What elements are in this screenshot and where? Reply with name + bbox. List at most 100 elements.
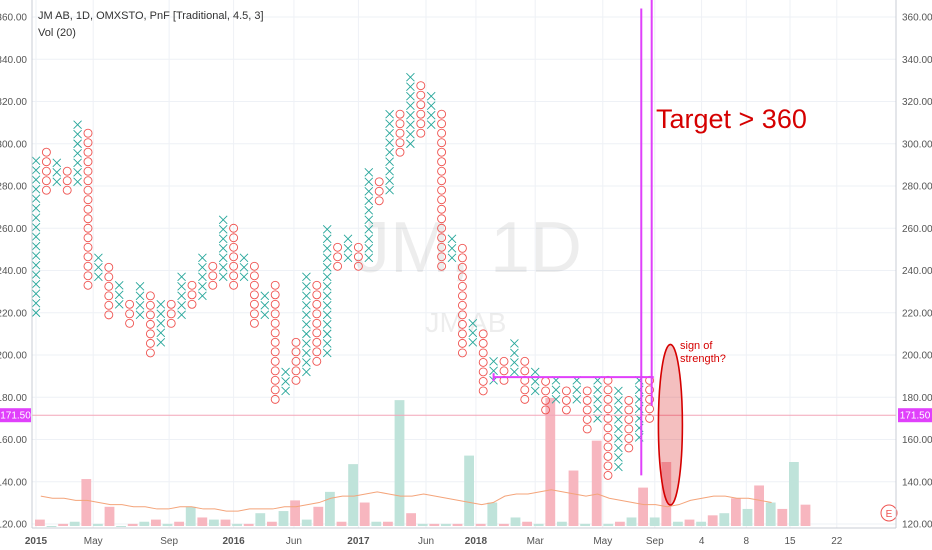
y-tick-label-left: 220.00 [0, 308, 27, 319]
x-tick-label: 4 [699, 536, 705, 547]
volume-bar [313, 506, 324, 526]
pnf-o-mark [270, 347, 280, 357]
pnf-o-mark [270, 356, 280, 366]
pnf-o-mark [437, 119, 447, 129]
pnf-x-column [135, 282, 145, 320]
volume-bar [243, 523, 254, 526]
pnf-x-mark [364, 186, 374, 196]
pnf-x-mark [385, 109, 394, 119]
pnf-x-mark [322, 291, 332, 301]
y-tick-label-right: 300.00 [902, 139, 932, 150]
pnf-o-mark [437, 138, 447, 148]
pnf-x-mark [198, 253, 207, 263]
pnf-o-mark [83, 242, 93, 252]
volume-bar [777, 508, 788, 526]
pnf-o-mark [603, 442, 613, 452]
pnf-x-mark [322, 310, 332, 320]
pnf-x-mark [530, 367, 540, 377]
volume-bar [603, 523, 614, 526]
x-tick-label: Jun [286, 536, 302, 547]
pnf-o-mark [104, 291, 114, 301]
x-tick-label: Sep [646, 536, 664, 547]
x-tick-label: 2017 [347, 536, 370, 547]
pnf-o-mark [270, 309, 280, 319]
pnf-x-mark [385, 138, 394, 148]
pnf-x-mark [364, 215, 374, 225]
pnf-x-mark [31, 194, 41, 203]
pnf-o-mark [104, 272, 114, 282]
pnf-o-mark [125, 318, 135, 328]
pnf-x-mark [572, 385, 582, 395]
pnf-x-column [177, 272, 186, 320]
pnf-o-mark [437, 233, 447, 243]
pnf-x-mark [281, 386, 290, 396]
pnf-o-mark [457, 319, 467, 329]
pnf-o-mark [249, 290, 259, 300]
pnf-o-mark [437, 261, 447, 271]
pnf-x-mark [364, 196, 374, 206]
pnf-o-column [478, 329, 488, 396]
pnf-o-mark [457, 272, 467, 282]
pnf-x-mark [426, 110, 436, 120]
price-badge-right [898, 408, 932, 423]
pnf-o-column [603, 375, 613, 480]
pnf-x-mark [239, 253, 249, 263]
pnf-o-mark [312, 356, 322, 366]
pnf-x-mark [177, 272, 186, 282]
x-tick-label: 8 [744, 536, 750, 547]
volume-bar [452, 523, 463, 526]
pnf-x-mark [406, 110, 415, 120]
pnf-x-mark [177, 291, 186, 301]
pnf-o-mark [457, 253, 467, 263]
pnf-o-mark [457, 243, 467, 253]
pnf-x-mark [322, 282, 332, 291]
pnf-o-mark [312, 309, 322, 319]
header-layer: JM AB, 1D, OMXSTO, PnF [Traditional, 4.5… [38, 10, 264, 39]
annotation-layer: 171.50 171.50 Target > 360 sign ofstrength?… [0, 0, 932, 522]
pnf-o-mark [582, 424, 592, 434]
pnf-o-column [520, 356, 530, 404]
pnf-o-mark [478, 338, 488, 348]
pnf-o-column [624, 395, 634, 453]
pnf-x-column [614, 386, 623, 472]
pnf-layer [31, 72, 655, 480]
pnf-o-mark [270, 375, 280, 385]
x-tick-label: 2015 [25, 536, 48, 547]
pnf-o-mark [333, 252, 343, 262]
y-tick-label-left: 280.00 [0, 182, 27, 193]
pnf-o-mark [603, 413, 613, 423]
pnf-o-mark [603, 423, 613, 433]
volume-bar [533, 523, 544, 526]
volume-bar [731, 498, 741, 526]
volume-bar [429, 523, 440, 526]
y-tick-label-left: 320.00 [0, 97, 27, 108]
pnf-o-mark [541, 405, 551, 415]
pnf-x-column [94, 253, 103, 282]
volume-bar [58, 523, 68, 526]
y-tick-label-right: 360.00 [902, 13, 932, 24]
pnf-x-column [198, 253, 207, 301]
pnf-x-mark [31, 270, 41, 280]
volume-bar [383, 521, 393, 526]
y-tick-label-left: 260.00 [0, 224, 27, 235]
volume-bar [290, 500, 300, 526]
pnf-x-column [447, 234, 457, 263]
pnf-x-mark [447, 234, 457, 244]
pnf-x-mark [614, 424, 623, 434]
y-tick-label-right: 320.00 [902, 97, 932, 108]
pnf-o-mark [603, 451, 613, 461]
pnf-x-mark [135, 310, 145, 320]
pnf-o-column [353, 242, 363, 271]
volume-bar [684, 519, 695, 526]
pnf-x-mark [198, 272, 207, 282]
volume-bar [301, 519, 312, 526]
pnf-x-mark [73, 158, 82, 168]
pnf-x-mark [31, 279, 41, 289]
pnf-x-mark [31, 308, 41, 318]
pnf-x-column [218, 215, 228, 282]
pnf-x-mark [406, 120, 415, 130]
pnf-o-mark [41, 176, 51, 186]
pnf-x-mark [364, 224, 374, 234]
pnf-o-mark [478, 386, 488, 396]
